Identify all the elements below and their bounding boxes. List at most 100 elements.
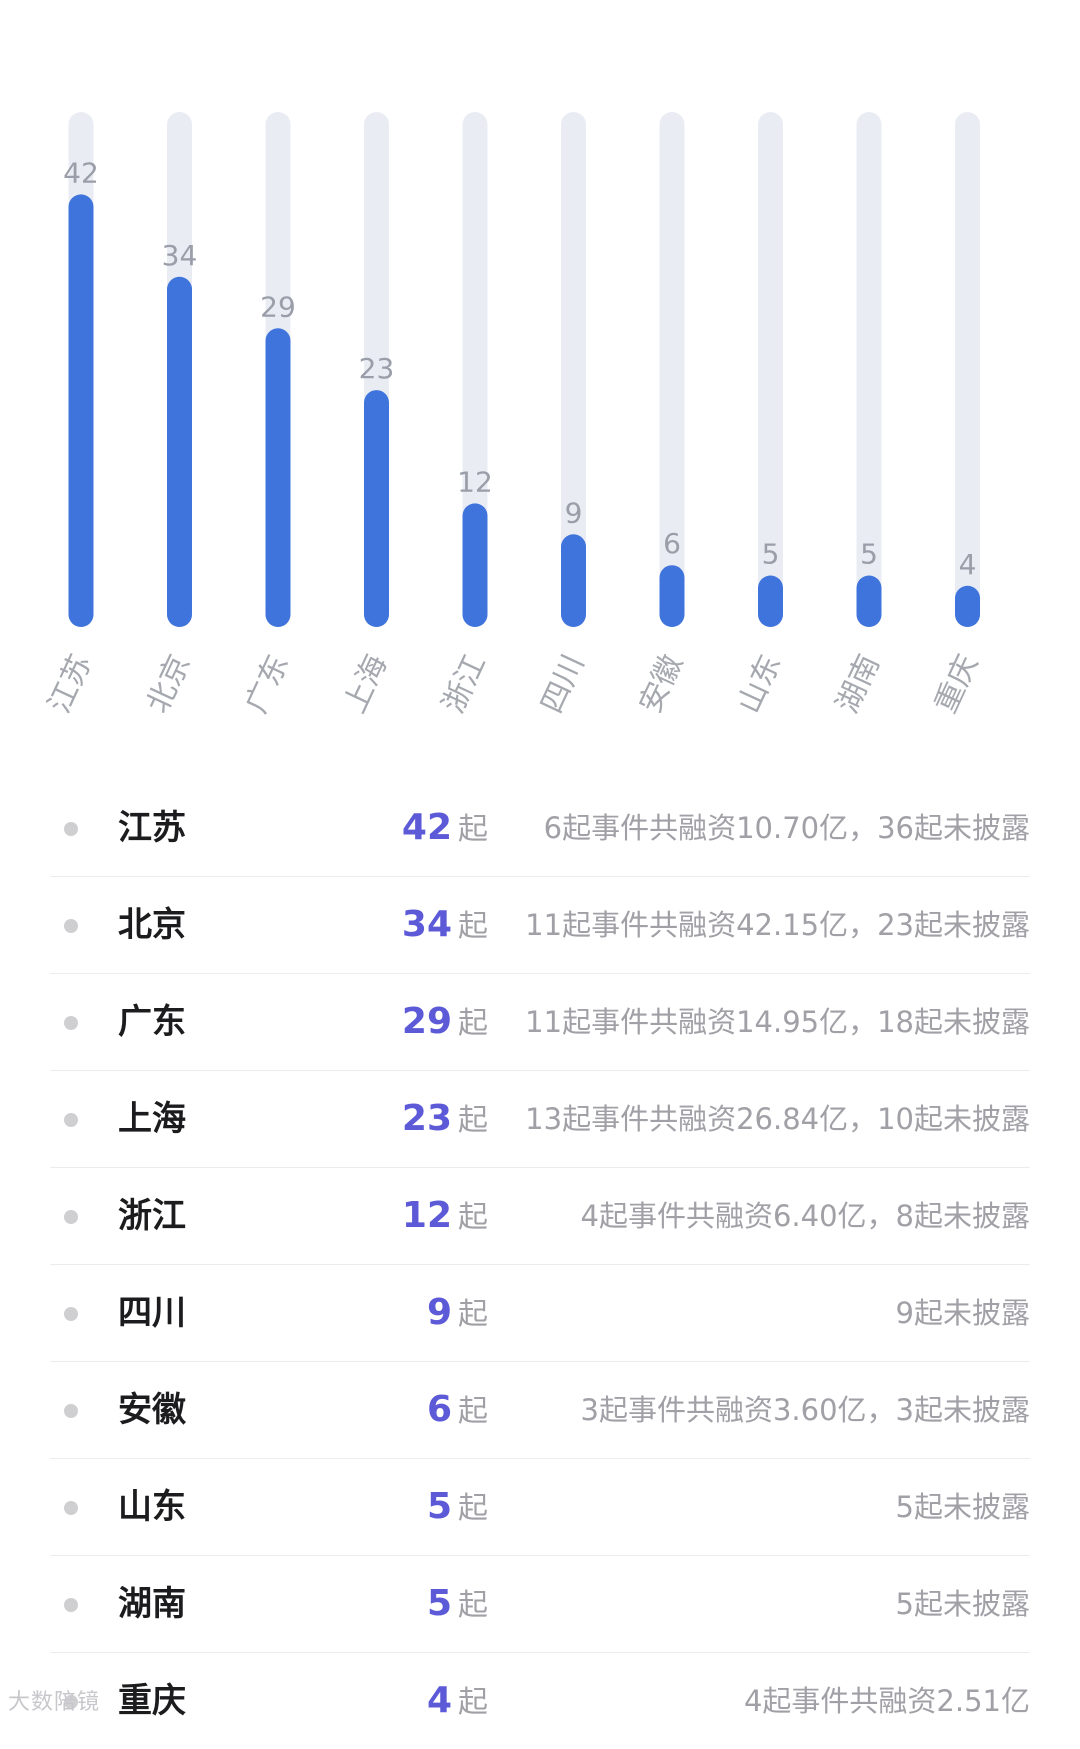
event-count: 12 起 bbox=[280, 1192, 488, 1246]
footer-watermark: 大数陪镜 bbox=[8, 1690, 101, 1715]
data-label: 29 bbox=[260, 290, 296, 323]
data-label: 5 bbox=[860, 538, 878, 571]
data-label: 34 bbox=[162, 239, 198, 272]
bar-track bbox=[659, 112, 685, 627]
count-number: 23 bbox=[401, 1098, 452, 1139]
financing-detail: 11起事件共融资14.95亿，18起未披露 bbox=[525, 1005, 1030, 1039]
financing-detail: 13起事件共融资26.84亿，10起未披露 bbox=[525, 1102, 1030, 1136]
x-tick-label: 湖南 bbox=[830, 649, 887, 718]
province-name: 山东 bbox=[118, 1487, 186, 1527]
financing-detail: 4起事件共融资6.40亿，8起未披露 bbox=[580, 1199, 1030, 1233]
x-tick-label: 浙江 bbox=[436, 649, 493, 718]
province-name: 上海 bbox=[118, 1099, 186, 1139]
province-name: 四川 bbox=[118, 1293, 186, 1333]
count-number: 29 bbox=[401, 1001, 452, 1042]
province-name: 江苏 bbox=[118, 808, 186, 848]
bullet-dot-icon bbox=[64, 1501, 78, 1515]
bar bbox=[167, 276, 192, 627]
data-label: 42 bbox=[63, 156, 99, 189]
count-number: 5 bbox=[426, 1486, 452, 1527]
bar-track bbox=[561, 112, 586, 627]
x-tick-label: 重庆 bbox=[928, 649, 985, 718]
count-number: 12 bbox=[401, 1195, 452, 1236]
financing-detail: 4起事件共融资2.51亿 bbox=[743, 1684, 1030, 1718]
province-name: 浙江 bbox=[118, 1196, 186, 1236]
list-item: 上海 23 起 13起事件共融资26.84亿，10起未披露 bbox=[50, 1071, 1030, 1168]
bar-track bbox=[462, 112, 488, 627]
list-item: 四川 9 起 9起未披露 bbox=[50, 1265, 1030, 1362]
bar bbox=[462, 503, 488, 627]
x-tick-label: 上海 bbox=[337, 649, 394, 718]
event-count: 23 起 bbox=[280, 1095, 488, 1149]
list-item: 山东 5 起 5起未披露 bbox=[50, 1459, 1030, 1556]
count-unit: 起 bbox=[458, 1297, 488, 1332]
count-unit: 起 bbox=[458, 1103, 488, 1138]
event-count: 29 起 bbox=[280, 998, 488, 1052]
bar bbox=[758, 575, 783, 627]
financing-detail: 5起未披露 bbox=[895, 1490, 1030, 1524]
bar-track bbox=[758, 112, 783, 627]
x-tick-label: 江苏 bbox=[42, 649, 99, 718]
list-item: 江苏 42 起 6起事件共融资10.70亿，36起未披露 bbox=[50, 780, 1030, 877]
count-unit: 起 bbox=[458, 1006, 488, 1041]
bullet-dot-icon bbox=[64, 822, 78, 836]
bullet-dot-icon bbox=[64, 1695, 78, 1709]
bar bbox=[561, 534, 586, 627]
count-unit: 起 bbox=[458, 812, 488, 847]
count-number: 4 bbox=[426, 1680, 452, 1721]
x-tick-label: 四川 bbox=[534, 649, 591, 718]
count-number: 6 bbox=[426, 1389, 452, 1430]
list-item: 北京 34 起 11起事件共融资42.15亿，23起未披露 bbox=[50, 877, 1030, 974]
province-name: 湖南 bbox=[118, 1584, 186, 1624]
data-label: 9 bbox=[565, 496, 583, 529]
x-tick-label: 安徽 bbox=[633, 649, 690, 718]
bar bbox=[955, 585, 980, 627]
list-item: 安徽 6 起 3起事件共融资3.60亿，3起未披露 bbox=[50, 1362, 1030, 1459]
list-item: 重庆 4 起 4起事件共融资2.51亿 bbox=[50, 1653, 1030, 1749]
x-tick-label: 广东 bbox=[239, 649, 296, 718]
bar-chart: 42 江苏 34 北京 29 广东 23 上海 12 浙江 9 四川 6 安徽 5 山东 5 湖南 4 重庆 bbox=[42, 112, 985, 719]
count-unit: 起 bbox=[458, 909, 488, 944]
count-number: 9 bbox=[426, 1292, 452, 1333]
event-count: 34 起 bbox=[280, 901, 488, 955]
bar bbox=[68, 194, 94, 627]
province-name: 北京 bbox=[118, 905, 186, 945]
financing-detail: 9起未披露 bbox=[895, 1296, 1030, 1330]
x-tick-label: 北京 bbox=[140, 649, 197, 718]
bullet-dot-icon bbox=[64, 1598, 78, 1612]
province-name: 安徽 bbox=[118, 1390, 186, 1430]
bullet-dot-icon bbox=[64, 1113, 78, 1127]
count-unit: 起 bbox=[458, 1491, 488, 1526]
bar-track bbox=[955, 112, 980, 627]
bullet-dot-icon bbox=[64, 1307, 78, 1321]
x-tick-label: 山东 bbox=[731, 649, 788, 718]
bullet-dot-icon bbox=[64, 1210, 78, 1224]
data-label: 12 bbox=[457, 465, 493, 498]
bar bbox=[856, 575, 882, 627]
list-item: 浙江 12 起 4起事件共融资6.40亿，8起未披露 bbox=[50, 1168, 1030, 1265]
list-item: 湖南 5 起 5起未披露 bbox=[50, 1556, 1030, 1653]
list-item: 广东 29 起 11起事件共融资14.95亿，18起未披露 bbox=[50, 974, 1030, 1071]
province-name: 广东 bbox=[118, 1002, 186, 1042]
count-unit: 起 bbox=[458, 1200, 488, 1235]
bars-layer: 42 江苏 34 北京 29 广东 23 上海 12 浙江 9 四川 6 安徽 5 山东 5 湖南 4 重庆 bbox=[42, 112, 985, 719]
bar bbox=[364, 390, 389, 627]
event-count: 42 起 bbox=[280, 804, 488, 858]
province-name: 重庆 bbox=[118, 1681, 186, 1721]
bar-track bbox=[856, 112, 882, 627]
financing-detail: 3起事件共融资3.60亿，3起未披露 bbox=[580, 1393, 1030, 1427]
count-unit: 起 bbox=[458, 1588, 488, 1623]
financing-detail: 6起事件共融资10.70亿，36起未披露 bbox=[543, 811, 1030, 845]
bar bbox=[265, 328, 291, 627]
bullet-dot-icon bbox=[64, 1016, 78, 1030]
data-label: 6 bbox=[663, 527, 681, 560]
count-unit: 起 bbox=[458, 1394, 488, 1429]
data-label: 4 bbox=[959, 548, 977, 581]
count-unit: 起 bbox=[458, 1685, 488, 1720]
data-label: 5 bbox=[762, 538, 780, 571]
